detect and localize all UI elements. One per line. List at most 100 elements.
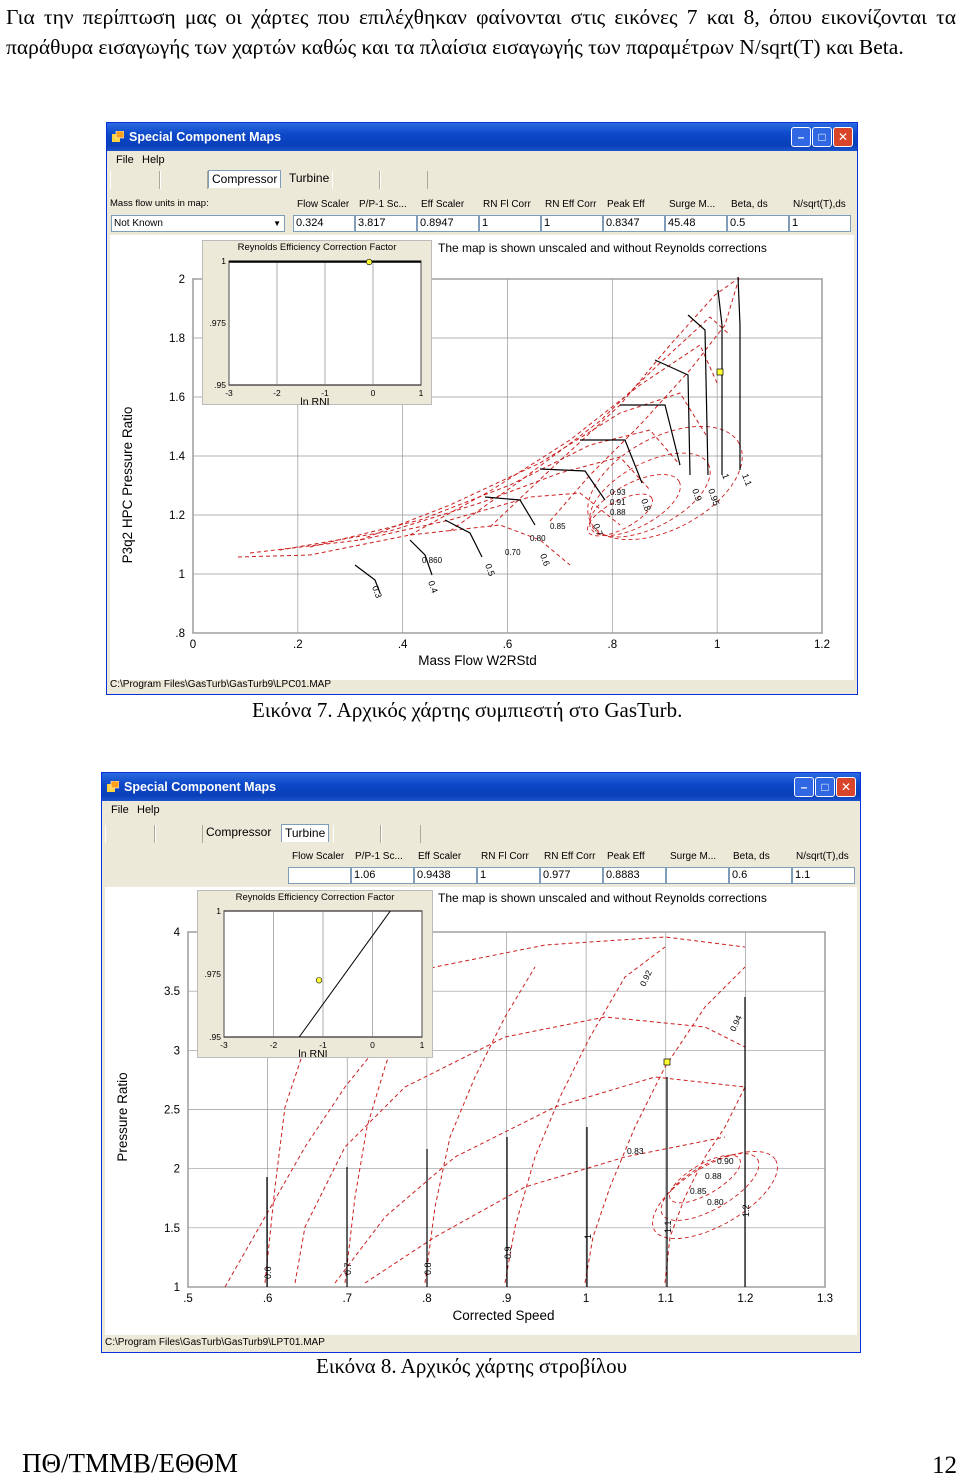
x-tick: 1 bbox=[583, 1293, 589, 1305]
grid-value-cell[interactable]: 1.1 bbox=[792, 867, 855, 884]
inset-xtick: -1 bbox=[319, 1040, 327, 1050]
speed-label: 0.7 bbox=[343, 1262, 353, 1275]
close-icon[interactable]: ✕ bbox=[836, 777, 856, 797]
grid-value-cell[interactable]: 0.8347 bbox=[603, 215, 665, 232]
maximize-icon[interactable]: □ bbox=[812, 127, 832, 147]
efficiency-contour bbox=[669, 1154, 741, 1204]
grid-value-cell[interactable]: 3.817 bbox=[355, 215, 417, 232]
intro-paragraph: Για την περίπτωση μας οι χάρτες που επιλ… bbox=[6, 5, 956, 59]
y-tick: 4 bbox=[174, 927, 181, 939]
grid-header[interactable]: Surge M... bbox=[669, 199, 716, 210]
minimize-icon[interactable]: – bbox=[791, 127, 811, 147]
grid-value-cell[interactable]: 0.6 bbox=[729, 867, 792, 884]
grid-value-cell[interactable]: 0.324 bbox=[293, 215, 355, 232]
grid-header[interactable]: N/sqrt(T),ds bbox=[796, 851, 849, 862]
x-tick: .7 bbox=[342, 1293, 352, 1305]
efficiency-contour bbox=[587, 493, 653, 537]
grid-header[interactable]: RN Fl Corr bbox=[481, 851, 529, 862]
menu-help[interactable]: Help bbox=[142, 154, 165, 166]
figure-8-caption: Εικόνα 8. Αρχικός χάρτης στροβίλου bbox=[316, 1354, 627, 1378]
grid-header[interactable]: N/sqrt(T),ds bbox=[793, 199, 846, 210]
speed-line bbox=[620, 404, 681, 466]
compressor-map-plot: 0.2.4.6.8 1 1.2 2 1.8 1.6 1.4 1.2 1.8 Mass Flow W… bbox=[110, 235, 854, 680]
efficiency-label: 0.860 bbox=[422, 556, 443, 565]
tab-compressor[interactable]: Compressor bbox=[206, 825, 272, 839]
grid-value-cell[interactable]: 1 bbox=[789, 215, 851, 232]
grid-value-cell[interactable]: 0.5 bbox=[727, 215, 789, 232]
x-axis-label: Corrected Speed bbox=[452, 1308, 554, 1323]
turbine-map-dashed-line bbox=[504, 946, 666, 1284]
inset-ytick: .975 bbox=[204, 969, 221, 979]
tab-turbine[interactable]: Turbine bbox=[281, 824, 330, 842]
x-tick: .6 bbox=[263, 1293, 273, 1305]
grid-header[interactable]: Beta, ds bbox=[731, 199, 768, 210]
minimize-icon[interactable]: – bbox=[794, 777, 814, 797]
inset-xtick: -3 bbox=[220, 1040, 228, 1050]
grid-header[interactable]: Peak Eff bbox=[607, 851, 645, 862]
y-tick: 2.5 bbox=[164, 1105, 180, 1117]
massflow-select[interactable]: Not Known ▼ bbox=[111, 215, 285, 232]
speed-label: 0.4 bbox=[426, 579, 440, 594]
speed-line bbox=[484, 496, 536, 526]
compressor-map-dashed-line bbox=[489, 279, 737, 528]
grid-value-cell[interactable]: 0.977 bbox=[540, 867, 603, 884]
tab-turbine[interactable]: Turbine bbox=[289, 171, 330, 185]
maximize-icon[interactable]: □ bbox=[815, 777, 835, 797]
grid-value-cell[interactable]: 1 bbox=[541, 215, 603, 232]
tab-compressor[interactable]: Compressor bbox=[208, 170, 282, 188]
speed-label: 0.9 bbox=[690, 487, 704, 502]
menu-help[interactable]: Help bbox=[137, 804, 160, 816]
title-bar[interactable]: Special Component Maps – □ ✕ bbox=[102, 773, 860, 801]
grid-header[interactable]: P/P-1 Sc... bbox=[359, 199, 407, 210]
speed-label: 1.2 bbox=[741, 1204, 751, 1217]
y-axis-label: P3q2 HPC Pressure Ratio bbox=[120, 407, 135, 564]
x-tick: .4 bbox=[398, 639, 408, 651]
grid-value-cell[interactable]: 0.9438 bbox=[414, 867, 477, 884]
compressor-map-dashed-line bbox=[309, 429, 681, 548]
grid-value-cell[interactable]: 45.48 bbox=[665, 215, 727, 232]
grid-header[interactable]: Flow Scaler bbox=[297, 199, 350, 210]
grid-value-cell[interactable]: 1.06 bbox=[351, 867, 414, 884]
grid-header[interactable]: RN Fl Corr bbox=[483, 199, 531, 210]
grid-header[interactable]: Beta, ds bbox=[733, 851, 770, 862]
y-tick: 1 bbox=[174, 1282, 180, 1294]
grid-header[interactable]: RN Eff Corr bbox=[544, 851, 596, 862]
inset-correction-line bbox=[298, 910, 391, 1038]
x-tick: 0 bbox=[190, 639, 196, 651]
grid-header[interactable]: Surge M... bbox=[670, 851, 717, 862]
menu-file[interactable]: File bbox=[111, 804, 129, 816]
efficiency-contour bbox=[589, 474, 681, 536]
grid-header[interactable]: Flow Scaler bbox=[292, 851, 345, 862]
speed-label: 0.95 bbox=[706, 487, 721, 507]
figure-7-caption: Εικόνα 7. Αρχικός χάρτης συμπιεστή στο G… bbox=[252, 698, 683, 722]
close-icon[interactable]: ✕ bbox=[833, 127, 853, 147]
grid-header[interactable]: RN Eff Corr bbox=[545, 199, 597, 210]
grid-value-cell[interactable]: 1 bbox=[477, 867, 540, 884]
grid-header[interactable]: Peak Eff bbox=[607, 199, 645, 210]
title-bar[interactable]: Special Component Maps – □ ✕ bbox=[107, 123, 857, 151]
grid-header[interactable]: Eff Scaler bbox=[418, 851, 462, 862]
speed-label: 1 bbox=[583, 1234, 593, 1239]
inset-xlabel: ln RNI bbox=[298, 1048, 327, 1057]
grid-value-cell[interactable]: 0.8947 bbox=[417, 215, 479, 232]
grid-header[interactable]: Eff Scaler bbox=[421, 199, 465, 210]
y-tick: .8 bbox=[175, 628, 185, 640]
compressor-map-dashed-line bbox=[449, 316, 731, 532]
grid-value-cell[interactable] bbox=[288, 867, 351, 884]
inset-xtick: 1 bbox=[420, 1040, 425, 1050]
grid-value-cell[interactable]: 1 bbox=[479, 215, 541, 232]
menu-file[interactable]: File bbox=[116, 154, 134, 166]
x-tick: 1.1 bbox=[658, 1293, 674, 1305]
chevron-down-icon[interactable]: ▼ bbox=[273, 219, 281, 228]
inset-title: Reynolds Efficiency Correction Factor bbox=[237, 242, 397, 253]
y-axis-label: Pressure Ratio bbox=[115, 1072, 130, 1161]
grid-value-cell[interactable] bbox=[666, 867, 729, 884]
grid-value-cell[interactable]: 0.8883 bbox=[603, 867, 666, 884]
efficiency-label: 0.92 bbox=[638, 968, 654, 987]
speed-line bbox=[539, 468, 606, 501]
efficiency-label: 0.91 bbox=[610, 498, 626, 507]
y-tick: 1 bbox=[179, 569, 185, 581]
grid-header[interactable]: P/P-1 Sc... bbox=[355, 851, 403, 862]
parameter-grid: Flow Scaler 0.324 P/P-1 Sc... 3.817 Eff Scal… bbox=[293, 198, 853, 234]
turbine-map-dashed-line bbox=[424, 966, 536, 1284]
